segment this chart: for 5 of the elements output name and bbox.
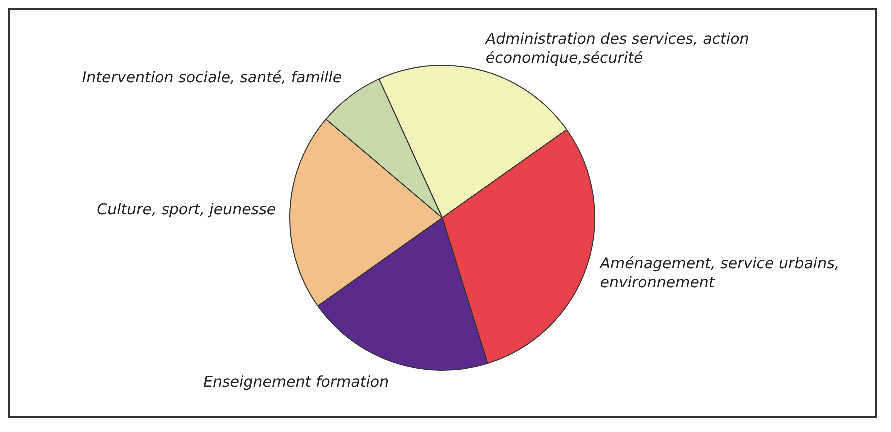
slice-label: Intervention sociale, santé, famille <box>82 68 342 87</box>
slice-label: Aménagement, service urbains, environnement <box>599 254 840 292</box>
slice-label: Administration des services, action économique,sécurité <box>484 30 750 67</box>
slice-label: Culture, sport, jeunesse <box>97 200 276 218</box>
slice-label: Enseignement formation <box>203 373 390 392</box>
